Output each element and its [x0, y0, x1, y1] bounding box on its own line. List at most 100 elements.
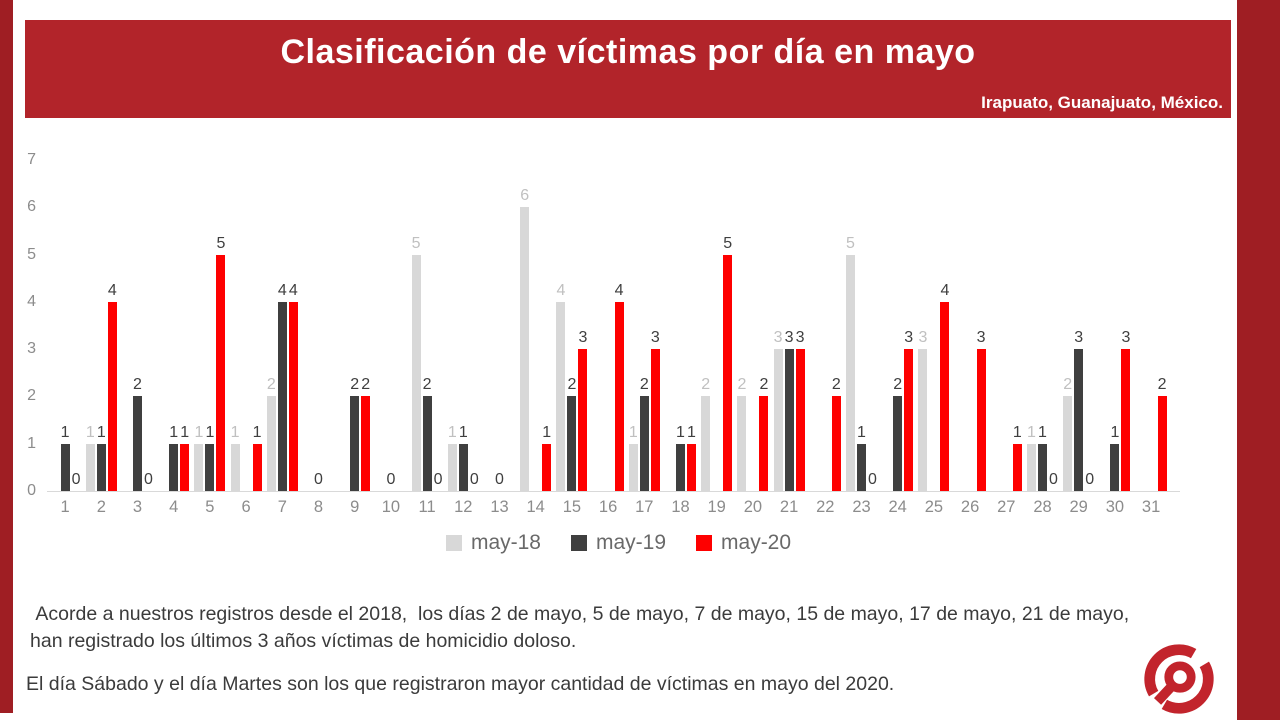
location-subtitle: Irapuato, Guanajuato, México. — [981, 93, 1223, 112]
bar-zero-label: 0 — [469, 471, 479, 488]
y-tick-label: 6 — [27, 198, 36, 216]
bar-value-label: 1 — [96, 423, 106, 441]
bar-value-label: 3 — [784, 329, 794, 347]
bar-may-19-day-11 — [422, 396, 432, 491]
bar-may-20-day-26 — [976, 349, 986, 491]
bar-value-label: 2 — [266, 376, 276, 394]
bar-value-label: 2 — [639, 376, 649, 394]
bar-may-18-day-6 — [230, 443, 240, 491]
bar-may-18-day-25 — [918, 349, 928, 491]
bar-may-20-day-7 — [288, 301, 298, 491]
x-tick-label: 27 — [997, 498, 1016, 516]
x-tick-label: 7 — [277, 498, 287, 516]
bar-value-label: 2 — [737, 376, 747, 394]
bar-value-label: 2 — [361, 376, 371, 394]
logo-outer-arc-top — [1144, 644, 1197, 697]
footer-note-1: Acorde a nuestros registros desde el 201… — [30, 603, 1135, 652]
x-tick-label: 18 — [671, 498, 690, 516]
bar-value-label: 4 — [107, 281, 117, 299]
bar-value-label: 2 — [1063, 376, 1073, 394]
bar-may-19-day-24 — [893, 396, 903, 491]
bar-may-20-day-20 — [759, 396, 769, 491]
logo-handle — [1153, 682, 1176, 705]
bar-value-label: 3 — [904, 329, 914, 347]
x-tick-label: 20 — [743, 498, 763, 516]
x-axis-line — [47, 491, 1180, 492]
bar-value-label: 2 — [759, 376, 769, 394]
bar-may-20-day-2 — [107, 301, 117, 491]
x-tick-label: 22 — [816, 498, 835, 516]
bar-may-20-day-18 — [687, 443, 696, 491]
bar-zero-label: 0 — [314, 471, 323, 488]
bar-value-label: 1 — [687, 423, 696, 441]
bar-may-20-day-30 — [1121, 349, 1131, 491]
bar-may-20-day-21 — [795, 349, 805, 491]
x-tick-label: 23 — [852, 498, 871, 516]
bar-may-20-day-16 — [614, 301, 624, 491]
bar-may-19-day-9 — [350, 396, 360, 491]
bar-zero-label: 0 — [144, 471, 153, 488]
x-tick-label: 1 — [60, 498, 70, 516]
bar-value-label: 3 — [976, 329, 986, 347]
legend-item-may-20: may-20 — [696, 531, 791, 555]
bar-value-label: 3 — [578, 329, 588, 347]
x-tick-label: 25 — [924, 498, 944, 516]
bar-may-19-day-4 — [169, 443, 179, 491]
bar-value-label: 3 — [1074, 329, 1084, 347]
x-tick-label: 2 — [96, 498, 106, 516]
bar-value-label: 1 — [1027, 423, 1036, 441]
bar-value-label: 2 — [701, 376, 711, 394]
bar-may-18-day-14 — [520, 207, 530, 491]
bar-may-19-day-7 — [277, 301, 287, 491]
bar-may-18-day-15 — [556, 301, 566, 491]
bar-zero-label: 0 — [386, 471, 396, 488]
bar-may-19-day-17 — [639, 396, 649, 491]
bar-value-label: 1 — [1012, 423, 1022, 441]
bar-may-20-day-31 — [1157, 396, 1167, 491]
x-tick-label: 6 — [241, 498, 251, 516]
poplab-logo — [1144, 644, 1214, 714]
bar-may-20-day-14 — [542, 443, 552, 491]
bar-may-20-day-5 — [216, 254, 226, 491]
bar-value-label: 3 — [650, 329, 660, 347]
bar-value-label: 6 — [520, 187, 530, 205]
bar-may-19-day-5 — [205, 443, 215, 491]
chart-legend: may-18 may-19 may-20 — [0, 531, 1237, 555]
x-tick-label: 30 — [1105, 498, 1125, 516]
bar-may-19-day-23 — [857, 443, 866, 491]
x-tick-label: 12 — [454, 498, 473, 516]
bar-value-label: 1 — [85, 423, 95, 441]
bar-value-label: 2 — [422, 376, 432, 394]
bar-may-20-day-27 — [1012, 443, 1022, 491]
x-tick-label: 11 — [418, 498, 436, 516]
legend-label-may-18: may-18 — [470, 531, 541, 554]
x-tick-label: 9 — [350, 498, 360, 516]
bar-value-label: 2 — [133, 376, 142, 394]
x-tick-label: 17 — [635, 498, 654, 516]
bar-value-label: 1 — [628, 423, 638, 441]
bar-value-label: 1 — [1038, 423, 1047, 441]
bar-may-19-day-3 — [133, 396, 142, 491]
bar-value-label: 3 — [918, 329, 928, 347]
legend-swatch-may-19 — [570, 535, 587, 551]
bar-value-label: 2 — [893, 376, 903, 394]
bar-value-label: 5 — [723, 234, 733, 252]
bar-zero-label: 0 — [495, 471, 504, 488]
bar-value-label: 3 — [773, 329, 783, 347]
bar-zero-label: 0 — [433, 471, 443, 488]
bar-may-19-day-2 — [96, 443, 106, 491]
bar-value-label: 1 — [857, 423, 866, 441]
bar-value-label: 2 — [831, 376, 841, 394]
y-tick-label: 3 — [27, 340, 36, 358]
bar-value-label: 3 — [795, 329, 805, 347]
bar-may-19-day-29 — [1074, 349, 1084, 491]
bar-value-label: 1 — [169, 423, 179, 441]
bar-may-18-day-21 — [773, 349, 783, 491]
bar-value-label: 1 — [252, 423, 262, 441]
bar-value-label: 1 — [180, 423, 190, 441]
bar-value-label: 5 — [411, 234, 421, 252]
y-tick-label: 0 — [27, 482, 36, 499]
bar-value-label: 2 — [1157, 376, 1167, 394]
bar-zero-label: 0 — [1049, 471, 1058, 488]
bar-value-label: 5 — [846, 234, 855, 252]
